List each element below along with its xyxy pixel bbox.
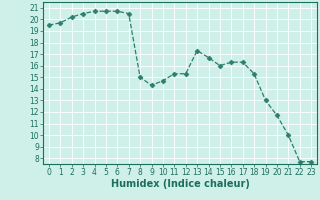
X-axis label: Humidex (Indice chaleur): Humidex (Indice chaleur) (111, 179, 249, 189)
